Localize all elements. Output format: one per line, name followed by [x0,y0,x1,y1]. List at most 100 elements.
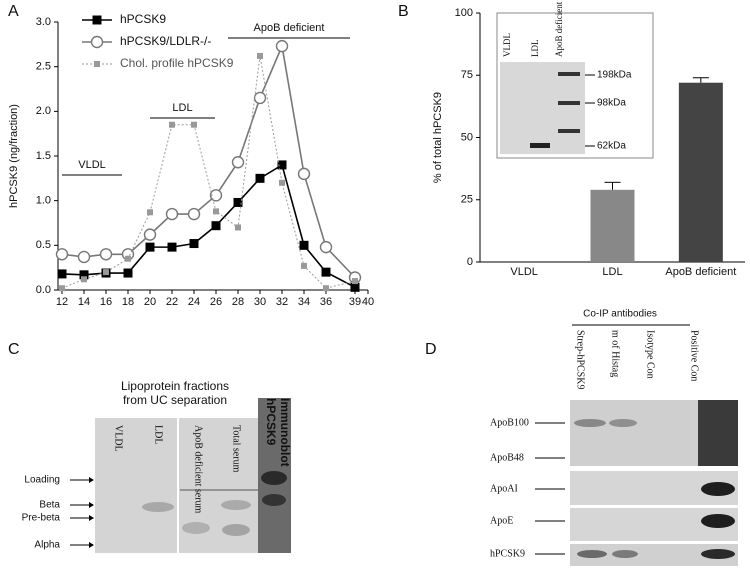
band [698,400,738,466]
region-label: VLDL [78,159,106,171]
row-label: Alpha [34,540,60,551]
marker [297,167,311,181]
x-tick-label: 16 [100,296,112,308]
lane-label: Total serum [231,425,242,473]
panel-label: A [8,3,19,20]
x-tick-label: 14 [78,296,90,308]
lane-label: Isotype Con [645,330,656,379]
inset-gel [500,62,585,154]
arrows [535,422,565,555]
legend-marker [94,61,100,67]
band [574,419,606,427]
y-tick-label: 75 [461,69,473,81]
x-tick-label: 12 [56,296,68,308]
band [701,549,735,559]
band [609,419,637,427]
inset-band [530,143,550,148]
marker [167,242,177,252]
row-label: ApoB48 [490,452,524,463]
region-label: ApoB deficient [254,22,325,34]
inset-band [558,129,580,133]
arrows [70,479,92,546]
inset-lane-label: ApoB deficient [554,1,564,57]
marker [257,52,263,59]
gel-strip [570,544,738,566]
marker [125,255,131,262]
arrowheads [89,477,94,548]
marker [235,224,241,231]
legend-marker [92,15,102,25]
row-label: ApoB100 [490,417,529,428]
marker [169,121,175,128]
y-tick-label: 1.0 [36,195,51,207]
band [221,500,251,510]
marker [103,269,109,276]
region-label: LDL [172,102,192,114]
row-label: hPCSK9 [490,548,525,559]
panel-label: B [398,3,409,20]
band [222,524,250,536]
marker [350,282,360,292]
lane-label: ApoB deficient serum [193,425,204,514]
marker [253,91,267,105]
marker [189,239,199,249]
inset-lane-label: VLDL [502,33,512,57]
row-label: Pre-beta [22,513,61,524]
x-tick-label: 26 [210,296,222,308]
marker [145,242,155,252]
series-line [61,55,356,289]
header: Lipoprotein fractions [121,379,229,393]
marker [187,207,201,221]
blot-c [70,398,291,553]
band [142,502,174,512]
x-tick-label: LDL [602,266,622,278]
lane-label: m of Histag [610,330,621,377]
x-tick-label: 36 [320,296,332,308]
immunoblot-label: hPCSK9 [264,398,278,446]
inset-band [558,72,580,76]
x-tick-label: 34 [298,296,310,308]
y-axis-label: % of total hPCSK9 [432,92,444,183]
band [261,471,287,485]
marker [211,221,221,231]
legend-marker [90,35,104,49]
marker [165,207,179,221]
marker [213,208,219,215]
panel-label: D [425,341,437,358]
bar [678,82,723,262]
bar [590,189,635,262]
x-tick-label: 39 [349,296,361,308]
inset-marker-label: 98kDa [597,98,626,109]
legend-label: hPCSK9 [120,12,166,26]
marker [143,228,157,241]
inset-lane-label: LDL [530,40,540,58]
x-tick-label: VLDL [510,266,538,278]
marker [81,276,87,283]
marker [277,160,287,170]
y-tick-label: 25 [461,194,473,206]
x-tick-label: 22 [166,296,178,308]
lane-label: Strep-hPCSK9 [575,330,586,389]
x-tick-label: 28 [232,296,244,308]
band [182,522,210,534]
inset-marker-label: 198kDa [597,70,632,81]
row-label: Beta [39,500,60,511]
y-axis-label: hPCSK9 (ng/fraction) [8,104,20,208]
band [612,550,638,558]
marker [323,285,329,292]
y-tick-label: 1.5 [36,150,51,162]
marker [99,248,113,261]
marker [147,209,153,216]
marker [191,121,197,128]
marker [279,179,285,186]
marker [79,270,89,280]
x-tick-label: 20 [144,296,156,308]
legend-label: hPCSK9/LDLR-/- [120,34,211,48]
blot-d [535,324,738,566]
marker [77,250,91,264]
marker [233,197,243,207]
marker [123,268,133,278]
y-tick-label: 0.5 [36,239,51,251]
marker [55,248,69,261]
